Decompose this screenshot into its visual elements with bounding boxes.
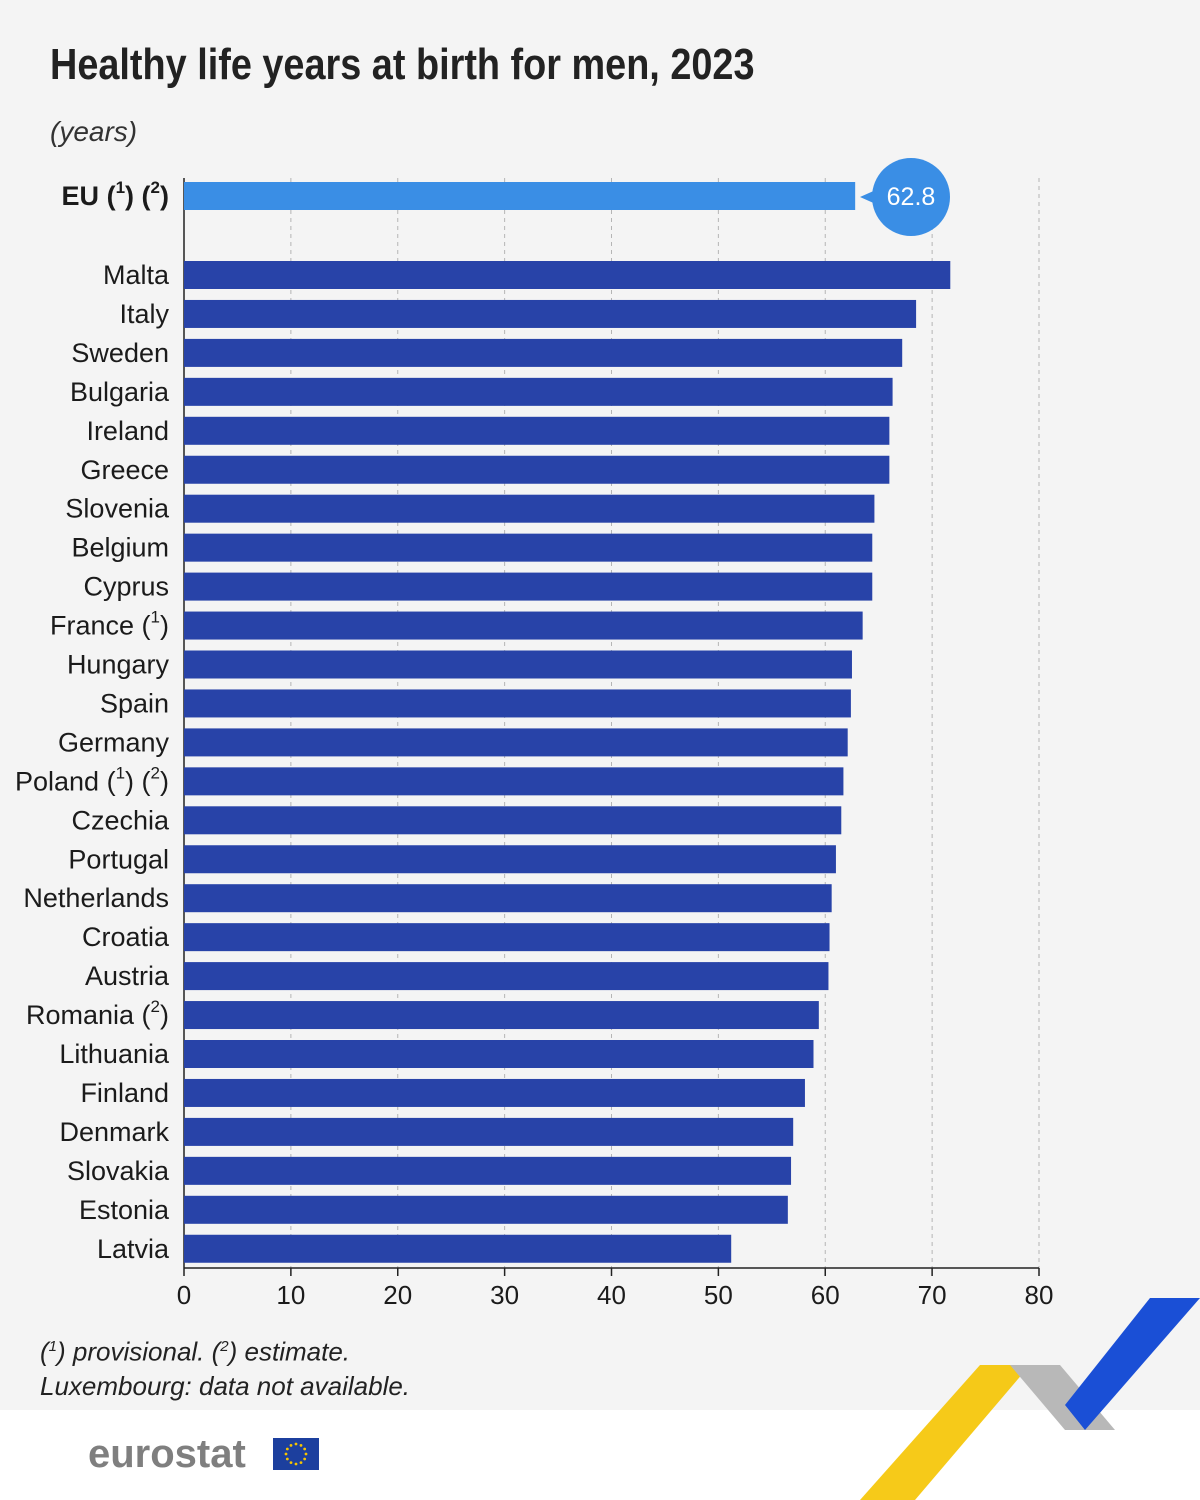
flag-star (299, 1443, 303, 1447)
bar-bulgaria (184, 377, 893, 406)
bar-romania (184, 1001, 819, 1030)
bar-lithuania (184, 1040, 814, 1068)
category-label: Malta (103, 260, 170, 290)
footnote-line-2: Luxembourg: data not available. (40, 1370, 411, 1401)
bar-germany (184, 728, 848, 757)
category-label: Slovenia (65, 494, 170, 524)
bar-chart: 0 10 20 30 40 50 60 70 80 EU (1) (2) 62.8 Malta Ital… (15, 158, 1054, 1310)
flag-star (303, 1457, 307, 1461)
footer-band (0, 1410, 1200, 1500)
bar-finland (184, 1078, 805, 1107)
x-tick-label: 20 (383, 1280, 412, 1310)
category-label: Austria (85, 961, 170, 991)
flag-star (289, 1461, 293, 1465)
flag-star (289, 1443, 293, 1447)
category-label: Croatia (82, 922, 170, 952)
category-label: Belgium (71, 533, 169, 563)
category-label: Finland (80, 1078, 169, 1108)
category-label: Denmark (59, 1117, 169, 1147)
bar-sweden (184, 338, 903, 367)
bar-eu (184, 182, 856, 210)
bar-cyprus (184, 572, 873, 601)
x-tick-label: 30 (490, 1280, 519, 1310)
category-label: Greece (80, 455, 169, 485)
footnote-line-1: (1) provisional. (2) estimate. (40, 1330, 410, 1369)
category-label: Italy (119, 299, 169, 329)
x-tick-label: 0 (177, 1280, 191, 1310)
category-label: Cyprus (83, 572, 169, 602)
ribbon-yellow (860, 1365, 1030, 1500)
bar-netherlands (184, 884, 832, 913)
x-tick-label: 80 (1025, 1280, 1054, 1310)
category-label: Hungary (67, 650, 170, 680)
category-label: Netherlands (23, 883, 169, 913)
x-tick-label: 70 (918, 1280, 947, 1310)
bar-greece (184, 455, 890, 484)
bar-france (184, 611, 863, 640)
category-label: Latvia (97, 1234, 170, 1264)
eu-flag-icon (273, 1438, 319, 1470)
bar-ireland (184, 416, 890, 445)
bar-hungary (184, 650, 852, 679)
flag-star (304, 1452, 308, 1456)
footnotes: (1) provisional. (2) estimate. Luxembour… (40, 1330, 410, 1403)
chart-title: Healthy life years at birth for men, 202… (50, 40, 755, 89)
bar-latvia (184, 1234, 732, 1263)
bar-croatia (184, 923, 830, 952)
x-tick-label: 50 (704, 1280, 733, 1310)
footnote-text: ( (40, 1336, 49, 1367)
x-tick-label: 40 (597, 1280, 626, 1310)
category-label: France (1) (50, 607, 169, 641)
category-label: Ireland (86, 416, 169, 446)
category-label: Germany (58, 727, 170, 757)
unit-label: (years) (50, 116, 138, 147)
bar-belgium (184, 533, 873, 562)
category-label: Bulgaria (70, 377, 170, 407)
flag-star (285, 1457, 289, 1461)
bar-poland (184, 767, 844, 796)
ribbon-blue (1065, 1298, 1200, 1430)
category-label: Romania (2) (26, 997, 169, 1031)
x-tick-label: 10 (276, 1280, 305, 1310)
category-label: Czechia (71, 805, 170, 835)
x-tick-label: 60 (811, 1280, 840, 1310)
category-label: Sweden (71, 338, 169, 368)
category-label: EU (1) (2) (62, 178, 169, 212)
bar-czechia (184, 806, 842, 835)
callout-value: 62.8 (887, 183, 936, 211)
callout-bubble (872, 158, 950, 236)
bar-slovakia (184, 1156, 792, 1185)
category-label: Slovakia (67, 1156, 170, 1186)
flag-star (299, 1461, 303, 1465)
bar-malta (184, 261, 951, 289)
flag-star (294, 1442, 298, 1446)
category-label: Spain (100, 688, 169, 718)
bar-estonia (184, 1195, 788, 1224)
footnote-sup: 1 (48, 1338, 58, 1355)
footnote-text: ) provisional. ( (57, 1336, 221, 1367)
flag-star (303, 1447, 307, 1451)
bar-denmark (184, 1117, 794, 1146)
decorative-ribbon (860, 1298, 1200, 1500)
footnote-text: ) estimate. (228, 1336, 351, 1367)
flag-star (285, 1447, 289, 1451)
bar-portugal (184, 845, 836, 874)
footnote-sup: 2 (220, 1338, 229, 1355)
category-label: Lithuania (59, 1039, 170, 1069)
flag-star (284, 1452, 288, 1456)
eurostat-logo-text: eurostat (88, 1432, 246, 1476)
bar-slovenia (184, 494, 875, 523)
flag-star (294, 1462, 298, 1466)
bar-austria (184, 962, 829, 991)
category-label: Poland (1) (2) (15, 763, 169, 797)
category-label: Estonia (79, 1195, 170, 1225)
bar-spain (184, 689, 851, 718)
bar-italy (184, 299, 917, 328)
category-label: Portugal (68, 844, 169, 874)
